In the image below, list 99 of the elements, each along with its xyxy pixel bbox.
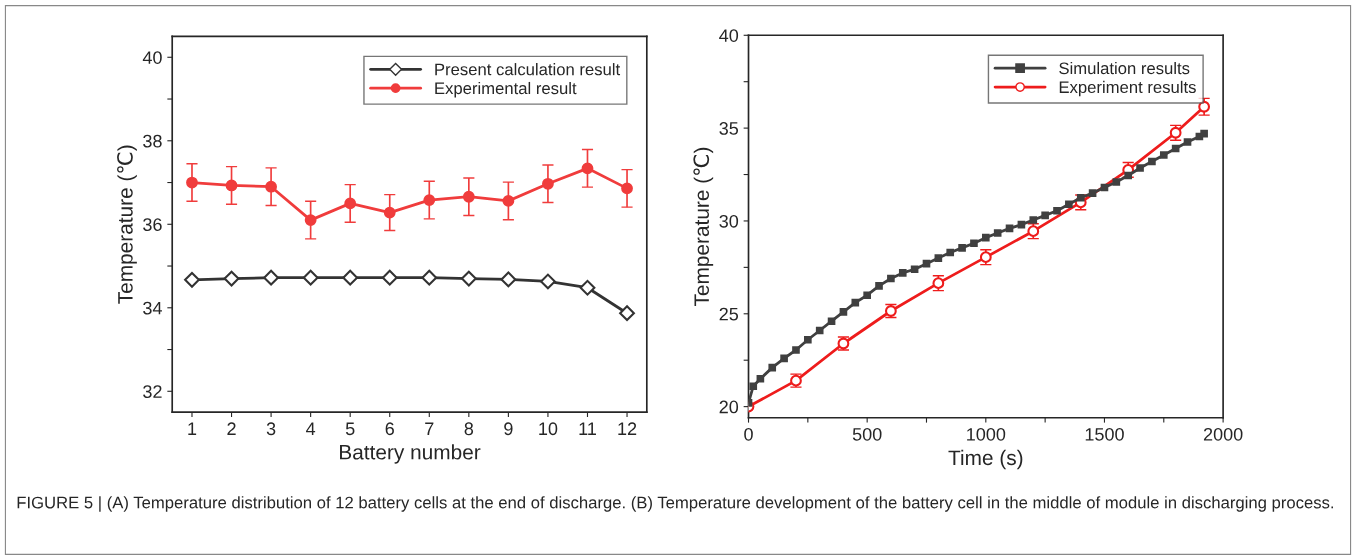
- point: [1076, 193, 1085, 202]
- caption: FIGURE 5 | (A) Temperature distribution of 12 battery cells at the end of discharge. (B) Temperature development of the battery cell in the middle of module in discharging process.: [17, 496, 1334, 512]
- point: [1029, 216, 1038, 224]
- point: [1171, 144, 1180, 153]
- point: [1053, 206, 1061, 215]
- point: [863, 291, 871, 300]
- x-tick-label: 500: [852, 427, 882, 441]
- point: [756, 374, 765, 383]
- x-tick-label: 11: [579, 422, 596, 435]
- point: [1065, 200, 1073, 209]
- x-tick-label: 1: [188, 422, 197, 435]
- point: [887, 274, 895, 283]
- point: [922, 259, 931, 268]
- point: [1148, 157, 1156, 166]
- point: [540, 273, 556, 290]
- x-tick-label: 1500: [1085, 427, 1124, 441]
- point: [1100, 183, 1109, 192]
- point: [460, 270, 477, 287]
- point: [970, 239, 978, 248]
- point: [304, 214, 317, 227]
- point: [265, 180, 277, 193]
- x-tick-label: 2000: [1203, 427, 1243, 441]
- point: [381, 269, 398, 286]
- point: [223, 270, 240, 287]
- x-tick-label: 1000: [967, 427, 1006, 441]
- y-tick-label: 40: [142, 51, 162, 64]
- y-tick-label: 30: [719, 214, 739, 228]
- point: [1183, 138, 1192, 146]
- point: [934, 254, 943, 262]
- point: [993, 229, 1002, 237]
- point: [581, 162, 594, 175]
- point: [263, 269, 279, 286]
- point: [184, 271, 200, 288]
- point: [958, 244, 966, 252]
- legend-label: Simulation results: [1059, 61, 1190, 75]
- point: [383, 206, 396, 219]
- point: [749, 382, 758, 391]
- x-tick-label: 8: [464, 422, 474, 436]
- x-tick-label: 5: [345, 422, 355, 436]
- point: [898, 269, 907, 277]
- point: [225, 179, 238, 192]
- x-tick-label: 6: [385, 422, 394, 436]
- point: [619, 305, 635, 322]
- point: [542, 177, 554, 190]
- x-tick-label: 3: [266, 422, 276, 436]
- point: [1112, 178, 1121, 186]
- y-axis-title: Temperature (℃): [117, 145, 137, 304]
- point: [768, 363, 777, 372]
- x-tick-label: 2: [227, 422, 236, 435]
- point: [875, 282, 883, 290]
- x-tick-label: 12: [618, 422, 637, 435]
- y-tick-label: 36: [143, 218, 162, 231]
- x-tick-label: 0: [744, 427, 753, 441]
- point: [981, 233, 990, 242]
- x-tick-label: 7: [425, 422, 434, 435]
- point: [462, 190, 475, 203]
- y-tick-label: 35: [719, 122, 739, 135]
- point: [804, 335, 812, 344]
- y-tick-label: 25: [719, 307, 739, 321]
- y-axis-title: Temperature (℃): [693, 147, 714, 307]
- legend-label: Experimental result: [435, 81, 577, 98]
- x-tick-label: 9: [504, 422, 513, 436]
- point: [302, 269, 319, 286]
- point: [946, 248, 955, 257]
- x-tick-label: 10: [539, 422, 558, 436]
- x-axis-title: Battery number: [340, 444, 481, 464]
- y-tick-label: 20: [719, 400, 739, 414]
- point: [423, 194, 436, 206]
- y-tick-label: 38: [143, 134, 162, 148]
- point: [827, 317, 836, 326]
- point: [421, 269, 438, 286]
- point: [780, 354, 788, 363]
- point: [342, 269, 359, 286]
- x-axis-title: Time (s): [948, 449, 1023, 470]
- point: [792, 346, 800, 354]
- point: [621, 182, 633, 195]
- point: [839, 308, 848, 316]
- point: [344, 197, 357, 210]
- point: [1136, 164, 1144, 172]
- point: [579, 279, 596, 296]
- point: [815, 326, 824, 335]
- point: [1005, 224, 1014, 233]
- point: [1124, 171, 1133, 180]
- y-tick-label: 32: [143, 385, 162, 398]
- point: [1159, 151, 1168, 159]
- point: [910, 265, 919, 274]
- y-tick-label: 40: [719, 29, 739, 42]
- y-tick-label: 34: [143, 301, 162, 315]
- point: [1088, 189, 1097, 197]
- point: [500, 271, 517, 288]
- x-tick-label: 4: [306, 422, 316, 435]
- legend-label: Experiment results: [1059, 80, 1196, 97]
- point: [851, 298, 860, 307]
- point: [186, 176, 198, 189]
- point: [1017, 220, 1026, 229]
- point: [1200, 129, 1208, 138]
- point: [1041, 211, 1049, 220]
- legend-label: Present calculation result: [435, 63, 621, 76]
- point: [502, 195, 515, 207]
